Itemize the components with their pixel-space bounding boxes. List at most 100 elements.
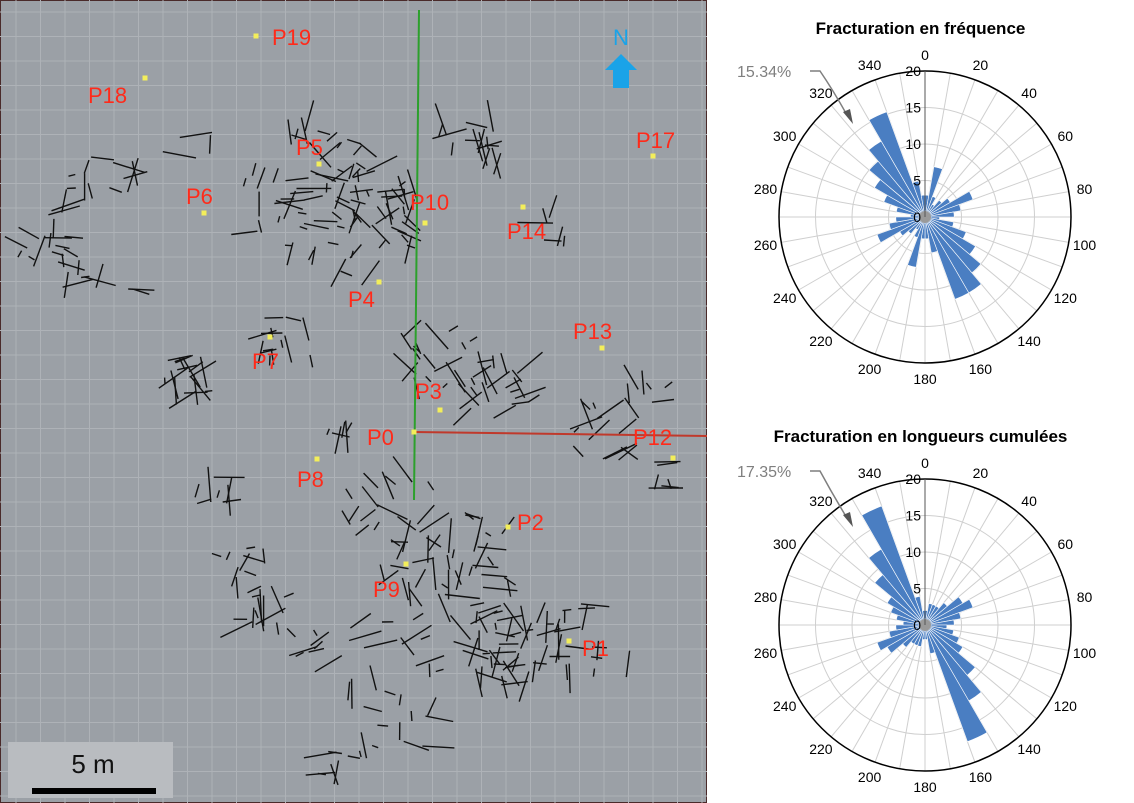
rose-bar — [888, 216, 926, 230]
angle-label: 140 — [1017, 741, 1041, 757]
point-label-p7: P7 — [252, 349, 279, 374]
point-label-p9: P9 — [373, 577, 400, 602]
rose-diagram-frequency: Fracturation en fréquence 0 5 10 15 20 0 20 40 6… — [707, 0, 1134, 400]
radial-tick-label: 20 — [905, 471, 921, 487]
point-marker-p9 — [403, 561, 409, 567]
angle-label: 100 — [1073, 237, 1097, 253]
angle-label: 120 — [1054, 698, 1078, 714]
angle-label: 300 — [773, 128, 797, 144]
point-marker-p19 — [253, 33, 259, 39]
angle-label: 340 — [858, 57, 882, 73]
angle-label: 140 — [1017, 333, 1041, 349]
point-label-p1: P1 — [582, 636, 609, 661]
fracture-traces — [4, 99, 684, 786]
point-marker-p10 — [422, 220, 428, 226]
rose-bar — [868, 111, 926, 218]
point-label-p10: P10 — [410, 190, 449, 215]
point-marker-p12 — [670, 455, 676, 461]
angle-label: 220 — [809, 741, 833, 757]
rose-bar — [924, 190, 974, 218]
radial-tick-label: 5 — [913, 581, 921, 597]
point-label-p2: P2 — [517, 510, 544, 535]
angle-label: 60 — [1058, 128, 1074, 144]
angle-label: 20 — [973, 465, 989, 481]
angle-label: 260 — [754, 645, 778, 661]
rose-bar — [876, 216, 926, 244]
point-label-p12: P12 — [633, 425, 672, 450]
angle-label: 80 — [1077, 181, 1093, 197]
scale-bar — [32, 788, 156, 794]
radial-tick-label: 0 — [913, 617, 921, 633]
radial-tick-label: 20 — [905, 63, 921, 79]
angle-label: 40 — [1021, 493, 1037, 509]
angle-label: 40 — [1021, 85, 1037, 101]
point-marker-p5 — [316, 161, 322, 167]
angle-label: 240 — [773, 290, 797, 306]
angle-label: 320 — [809, 493, 833, 509]
rose-bar — [924, 612, 962, 626]
rose-svg-frequency: 0510152002040608010012014016018020022024… — [737, 47, 1097, 387]
point-marker-p4 — [376, 279, 382, 285]
angle-label: 180 — [913, 371, 937, 387]
angle-label: 200 — [858, 769, 882, 785]
rose-title-frequency: Fracturation en fréquence — [815, 19, 1026, 38]
angle-label: 260 — [754, 237, 778, 253]
point-marker-p6 — [201, 210, 207, 216]
point-marker-p1 — [566, 638, 572, 644]
rose-bar — [924, 619, 955, 626]
rose-bar — [895, 624, 926, 631]
max-annotation: 15.34% — [737, 64, 791, 81]
radial-tick-label: 5 — [913, 173, 921, 189]
rose-bar — [924, 624, 936, 655]
north-label: N — [613, 25, 629, 50]
point-marker-p0 — [411, 429, 417, 435]
point-label-p8: P8 — [297, 467, 324, 492]
angle-label: 320 — [809, 85, 833, 101]
east-west-axis — [413, 431, 707, 437]
point-marker-p3 — [437, 407, 443, 413]
rose-bar — [861, 505, 926, 626]
angle-label: 160 — [969, 361, 993, 377]
rose-bar — [924, 624, 988, 742]
point-label-p4: P4 — [348, 287, 375, 312]
point-label-p17: P17 — [636, 128, 675, 153]
radial-tick-label: 10 — [905, 136, 921, 152]
radial-tick-label: 15 — [905, 100, 921, 116]
point-label-p14: P14 — [507, 219, 546, 244]
north-south-axis — [413, 9, 420, 501]
north-arrow-icon — [605, 54, 637, 88]
point-marker-p14 — [520, 204, 526, 210]
rose-bar — [924, 216, 970, 300]
angle-label: 100 — [1073, 645, 1097, 661]
point-label-p13: P13 — [573, 319, 612, 344]
angle-label: 20 — [973, 57, 989, 73]
point-marker-p17 — [650, 153, 656, 159]
rose-bar — [888, 624, 926, 638]
fracture-map: P19 P18 P5 P17 P6 P10 P14 P4 P7 P13 P3 P0 P12 P8 P2 P9 P… — [0, 0, 707, 803]
rose-bar — [912, 180, 926, 218]
point-label-p18: P18 — [88, 83, 127, 108]
map-background — [0, 0, 707, 803]
point-marker-p2 — [505, 524, 511, 530]
rose-bar — [924, 211, 955, 218]
radial-tick-label: 10 — [905, 544, 921, 560]
rose-diagram-length: Fracturation en longueurs cumulées 0 5 10 1… — [707, 400, 1134, 803]
angle-label: 0 — [921, 455, 929, 471]
rose-bar — [876, 624, 926, 652]
angle-label: 280 — [754, 181, 778, 197]
point-marker-p8 — [314, 456, 320, 462]
angle-label: 220 — [809, 333, 833, 349]
angle-label: 180 — [913, 779, 937, 795]
max-annotation: 17.35% — [737, 464, 791, 481]
angle-label: 300 — [773, 536, 797, 552]
point-label-p6: P6 — [186, 184, 213, 209]
rose-bar — [924, 216, 938, 254]
rose-bar — [924, 204, 962, 218]
angle-label: 280 — [754, 589, 778, 605]
rose-bar — [895, 216, 926, 223]
rose-bar — [914, 595, 926, 626]
angle-label: 340 — [858, 465, 882, 481]
rose-svg-length: 0510152002040608010012014016018020022024… — [737, 455, 1097, 795]
point-label-p19: P19 — [272, 25, 311, 50]
angle-label: 200 — [858, 361, 882, 377]
